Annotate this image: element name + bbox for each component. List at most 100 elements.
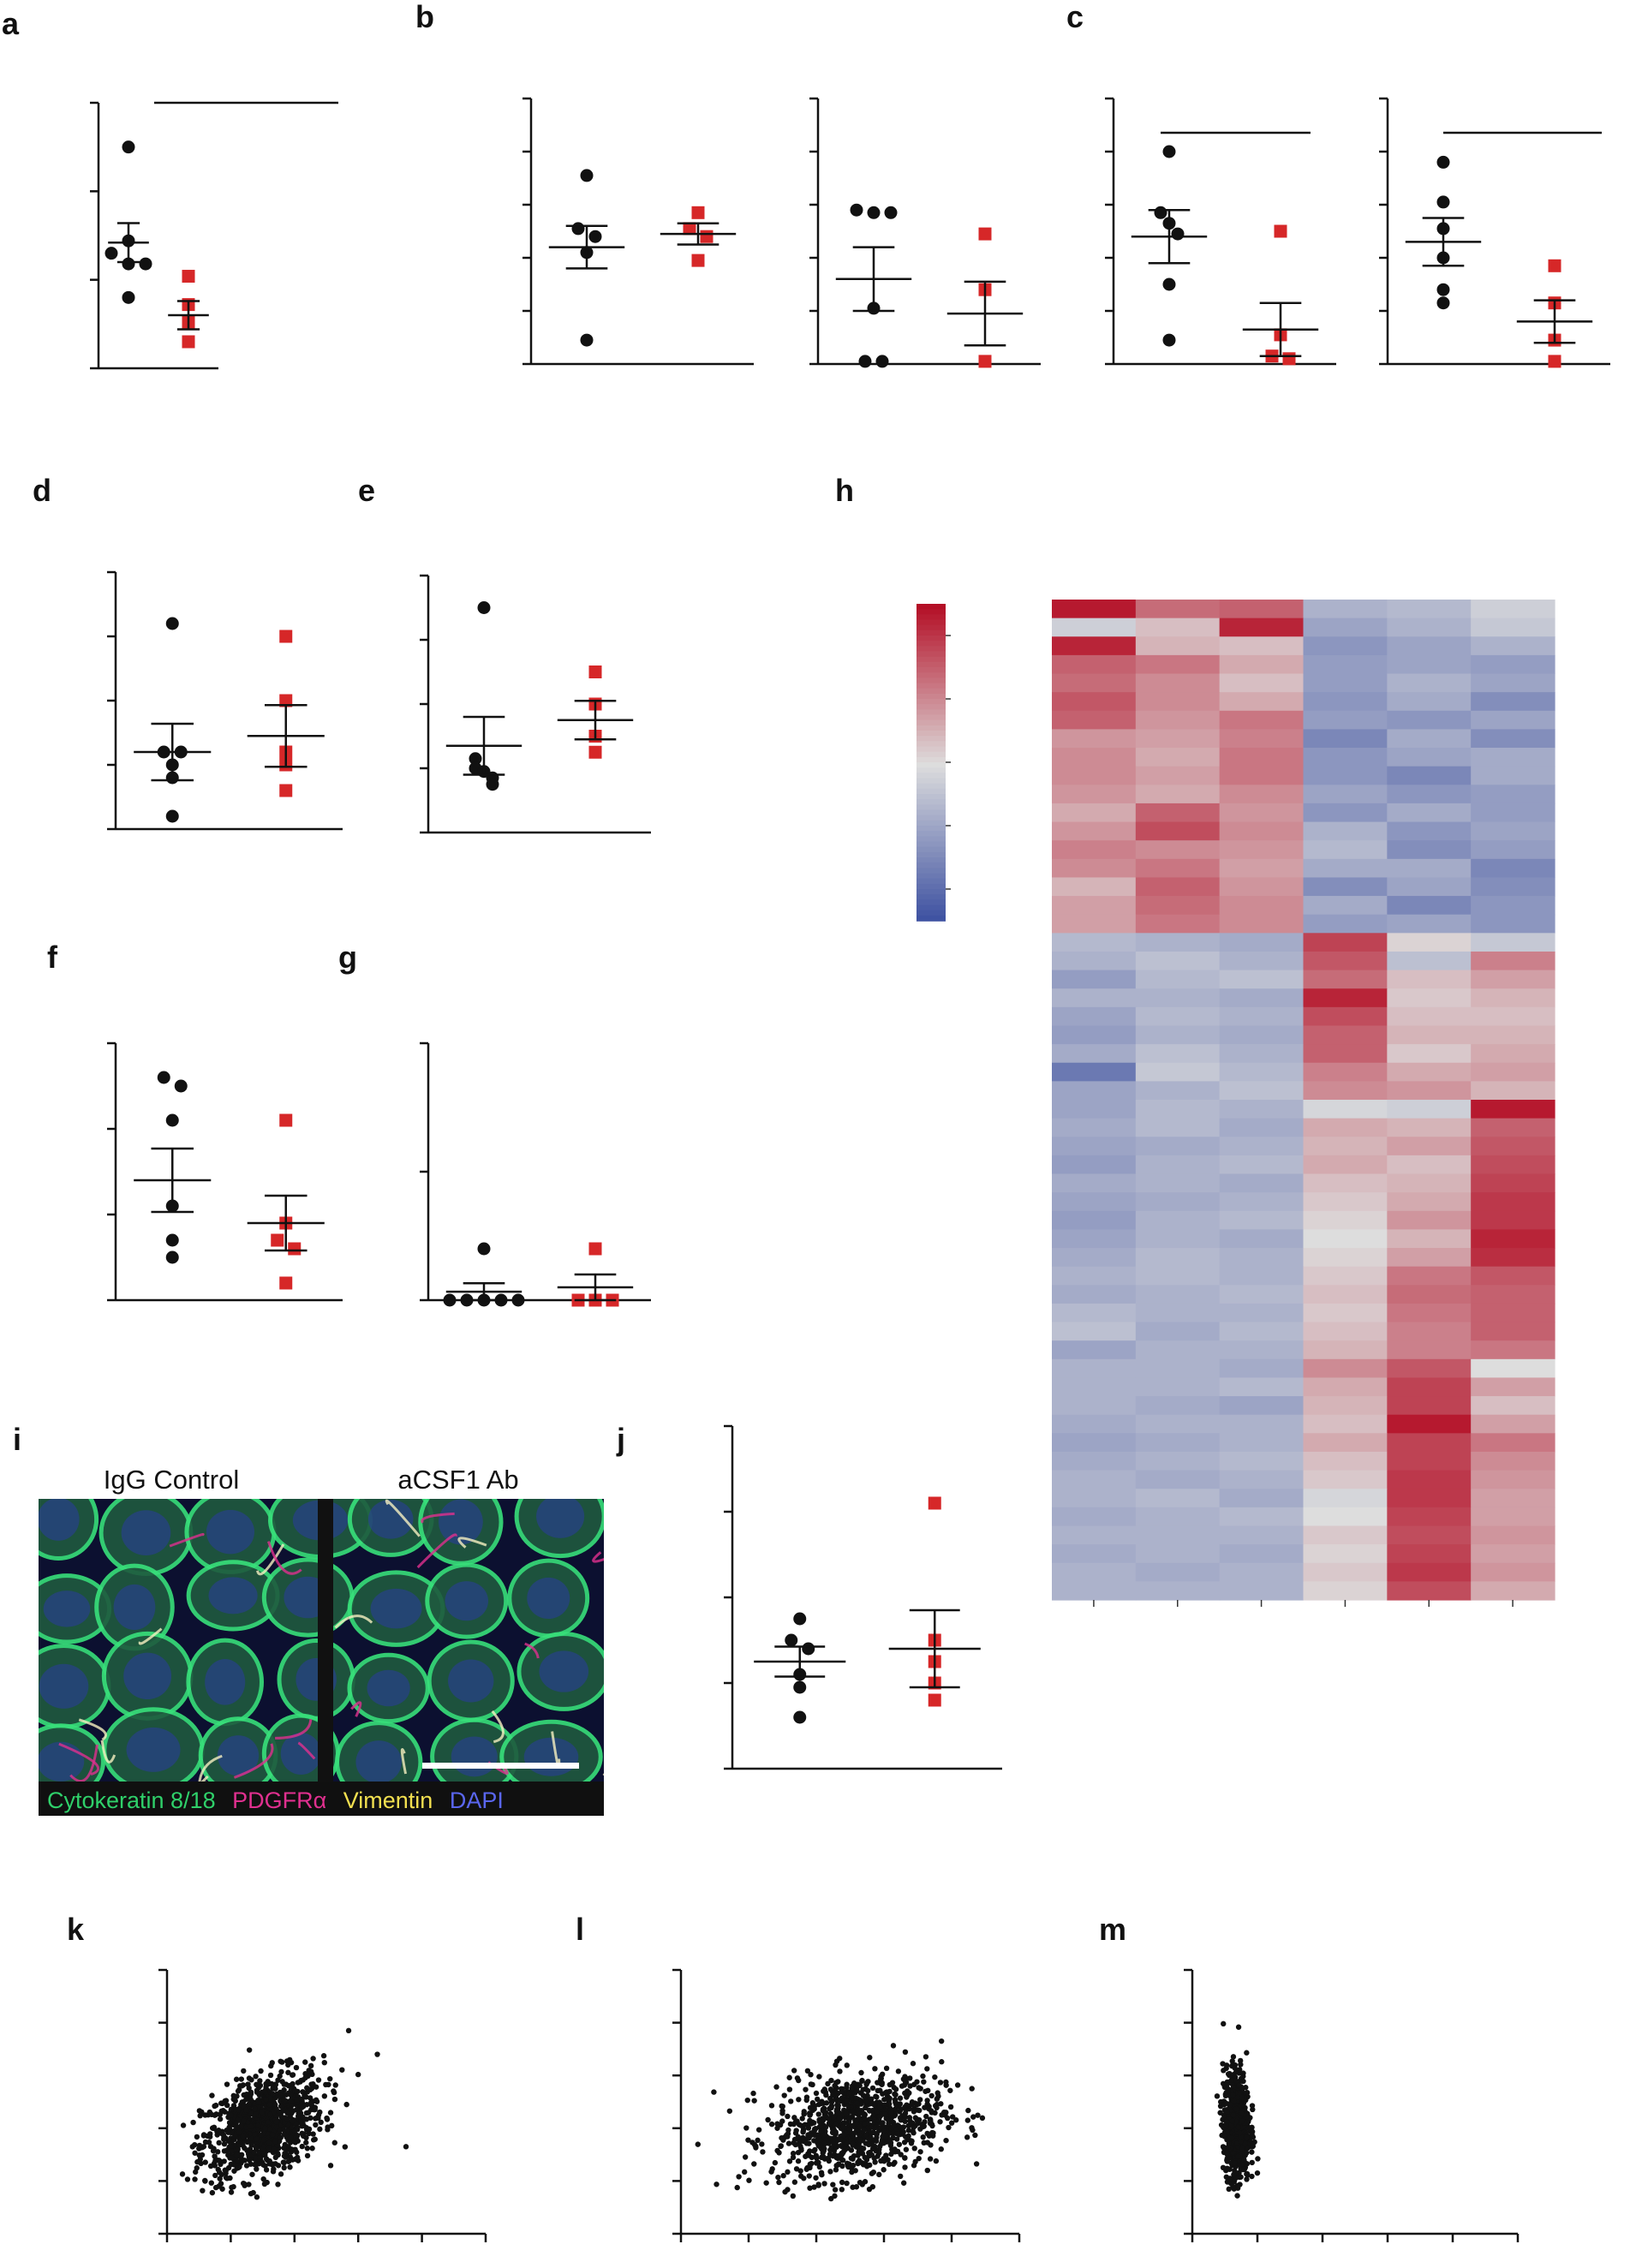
heatmap-cell: [1387, 877, 1472, 897]
scatter-point: [899, 2083, 905, 2089]
scatter-point: [695, 2141, 701, 2147]
scatter-point: [763, 2180, 769, 2186]
scatter-point: [905, 2133, 911, 2140]
scatter-point: [917, 2149, 923, 2155]
scatter-point: [888, 2151, 894, 2158]
heatmap-cell: [1471, 1285, 1555, 1304]
micro-nuclei: [39, 1499, 80, 1541]
heatmap-cell: [1471, 1544, 1555, 1564]
data-point: [1162, 145, 1176, 158]
heatmap-cell: [1471, 729, 1555, 749]
heatmap-cell: [1052, 1100, 1137, 1119]
heatmap-cell: [1219, 1470, 1305, 1489]
scatter-point: [1250, 2143, 1257, 2149]
scatter-point: [793, 2166, 800, 2172]
scatter-point: [876, 2099, 882, 2105]
colorbar-segment: [917, 699, 946, 705]
micro-nuclei: [113, 1584, 156, 1631]
data-point: [157, 1071, 170, 1084]
heatmap-cell: [1387, 1433, 1472, 1453]
heatmap-cell: [1303, 710, 1388, 731]
scatter-point: [291, 2139, 298, 2145]
colorbar-segment: [917, 725, 946, 731]
scatter-point: [216, 2128, 222, 2134]
micro-nuclei: [445, 1581, 489, 1621]
colorbar-segment: [917, 862, 946, 869]
scatter-point: [265, 2119, 272, 2126]
scatter-point: [304, 2089, 311, 2095]
scatter-point: [302, 2059, 308, 2065]
micro-nuclei: [39, 1663, 89, 1709]
heatmap-cell: [1471, 1192, 1555, 1212]
heatmap-cell: [1303, 951, 1388, 971]
heatmap-cell: [1471, 821, 1555, 841]
scatter-point: [1249, 2132, 1255, 2138]
scatter-point: [807, 2163, 813, 2170]
scatter-point: [243, 2107, 249, 2113]
micro-stroma: [256, 1543, 285, 1576]
colorbar-segment: [917, 868, 946, 874]
scatter-point: [298, 2077, 304, 2084]
data-point: [793, 1710, 807, 1724]
scatter-point: [939, 2059, 945, 2065]
heatmap-cell: [1052, 710, 1137, 731]
heatmap-cell: [1052, 729, 1137, 749]
scatter-point: [262, 2089, 269, 2096]
scatter-point: [886, 2161, 893, 2168]
scatter-point: [921, 2140, 927, 2146]
heatmap-cell: [1303, 821, 1388, 841]
scatter-point: [315, 2077, 322, 2083]
scatter-point: [267, 2072, 274, 2079]
heatmap-cell: [1387, 1581, 1472, 1601]
scatter-point: [829, 2098, 835, 2104]
heatmap-cell: [1303, 748, 1388, 767]
scatter-point: [950, 2114, 956, 2120]
scatter-point: [853, 2088, 860, 2094]
heatmap-cell: [1219, 1544, 1305, 1564]
colorbar-segment: [917, 672, 946, 679]
heatmap-cell: [1135, 618, 1221, 637]
scatter-point: [246, 2101, 252, 2108]
stain-legend: Cytokeratin 8/18 PDGFRα Vimentin DAPI: [47, 1788, 504, 1813]
scatter-point: [954, 2082, 961, 2088]
heatmap-cell: [1219, 1358, 1305, 1379]
panel-letter-b: b: [415, 0, 434, 34]
scatter-point: [229, 2155, 235, 2161]
scatter-point: [844, 2062, 850, 2068]
scatter-point: [1232, 2065, 1238, 2071]
scatter-point: [211, 2124, 218, 2131]
data-point: [588, 745, 602, 759]
data-point: [1282, 352, 1296, 366]
scatter-point: [815, 2096, 821, 2103]
heatmap-cell: [1471, 951, 1555, 971]
scatter-point: [810, 2101, 816, 2107]
heatmap-cell: [1303, 914, 1388, 934]
scatter-point: [309, 2146, 315, 2152]
heatmap-cell: [1471, 1100, 1555, 1119]
heatmap-cell: [1387, 988, 1472, 1008]
scatter-point: [873, 2093, 879, 2099]
scatter-point: [236, 2142, 242, 2148]
scatter-point: [200, 2132, 207, 2138]
scatter-point: [272, 2139, 278, 2145]
scatter-point: [909, 2138, 915, 2145]
heatmap-cell: [1471, 1433, 1555, 1453]
heatmap-cell: [1219, 914, 1305, 934]
heatmap-cell: [1135, 877, 1221, 897]
scatter-point: [803, 2097, 809, 2104]
heatmap-cell: [1135, 933, 1221, 952]
scatter-point: [891, 2122, 897, 2128]
scatter-point: [973, 2161, 980, 2167]
heatmap-cell: [1052, 1303, 1137, 1323]
scatter-point: [948, 2120, 955, 2126]
scatter-point: [869, 2085, 876, 2092]
scatter-point: [933, 2158, 940, 2164]
heatmap-cell: [1303, 1451, 1388, 1471]
heatmap-cell: [1052, 1025, 1137, 1045]
scatter-point: [285, 2158, 292, 2164]
scatter-point: [325, 2127, 331, 2133]
heatmap-cell: [1052, 1396, 1137, 1416]
panel-letter-m: m: [1099, 1912, 1126, 1947]
scatter-point: [266, 2140, 272, 2146]
colorbar-segment: [917, 883, 946, 890]
